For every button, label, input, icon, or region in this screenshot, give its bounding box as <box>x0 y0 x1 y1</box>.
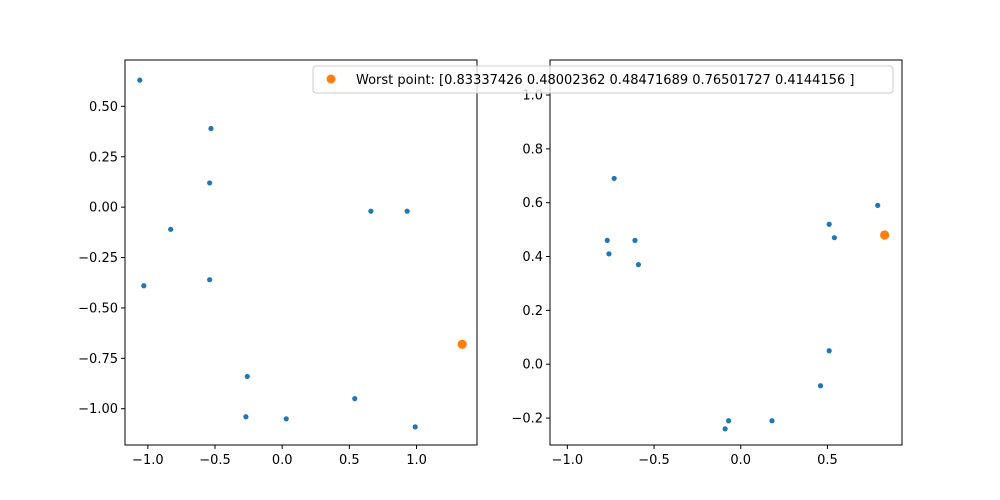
data-point <box>726 418 732 424</box>
data-point <box>137 77 143 83</box>
data-point <box>722 426 728 432</box>
data-point <box>606 251 612 257</box>
worst-point <box>880 230 890 240</box>
x-tick-label: 0.5 <box>339 453 360 468</box>
x-tick-label: 1.0 <box>406 453 427 468</box>
y-tick-label: −0.50 <box>78 301 118 316</box>
y-tick-label: 0.6 <box>522 196 543 211</box>
legend: Worst point: [0.83337426 0.48002362 0.48… <box>312 65 894 94</box>
data-point <box>635 262 642 268</box>
right-scatter-panel: −1.0 −0.5 0.0 0.5−0.20.00.20.40.60.81.0 <box>511 59 903 468</box>
left-scatter-panel: −1.0 −0.5 0.0 0.5 1.0 −1.00 −0.75 −0.50 −0.25 0.0… <box>78 59 478 468</box>
y-tick-label: 0.50 <box>89 100 118 115</box>
axes-frame <box>124 59 478 446</box>
y-tick-label: −0.2 <box>511 412 543 427</box>
data-point <box>831 235 837 241</box>
y-tick-label: −0.25 <box>78 251 118 266</box>
data-point <box>604 237 610 243</box>
data-point <box>244 373 250 380</box>
y-tick-label: −0.75 <box>78 352 118 367</box>
y-tick-label: 0.8 <box>522 142 543 157</box>
y-tick-label: −1.00 <box>78 402 118 417</box>
data-point <box>168 226 174 232</box>
data-point <box>283 416 289 422</box>
y-tick-label: 0.00 <box>89 201 118 216</box>
data-point <box>826 348 832 354</box>
y-tick-label: 0.2 <box>522 304 543 319</box>
legend-label: Worst point: [0.83337426 0.48002362 0.48… <box>356 73 854 88</box>
x-tick-label: −0.5 <box>638 453 670 468</box>
data-point <box>826 221 832 227</box>
legend-box <box>312 65 894 94</box>
data-point <box>404 208 410 214</box>
legend-marker-worst <box>326 74 336 84</box>
worst-point <box>457 339 467 349</box>
data-point <box>243 414 249 420</box>
x-tick-label: 0.0 <box>730 453 751 468</box>
data-point <box>875 202 881 208</box>
y-tick-label: 0.4 <box>522 250 543 265</box>
data-point <box>412 424 418 430</box>
x-tick-label: 0.0 <box>272 453 293 468</box>
axes-frame <box>549 59 903 446</box>
x-tick-label: 0.5 <box>817 453 838 468</box>
y-tick-label: 0.25 <box>89 150 118 165</box>
data-point <box>368 208 374 214</box>
x-tick-label: −0.5 <box>199 453 231 468</box>
x-tick-label: −1.0 <box>552 453 584 468</box>
data-point <box>207 277 213 283</box>
data-point <box>352 396 358 402</box>
data-point <box>207 180 213 186</box>
data-point <box>817 383 824 389</box>
x-tick-label: −1.0 <box>132 453 164 468</box>
data-point <box>208 125 214 132</box>
data-point <box>769 418 775 424</box>
data-point <box>632 237 638 243</box>
data-point <box>611 175 617 182</box>
data-point <box>141 283 147 289</box>
y-tick-label: 0.0 <box>522 358 543 373</box>
